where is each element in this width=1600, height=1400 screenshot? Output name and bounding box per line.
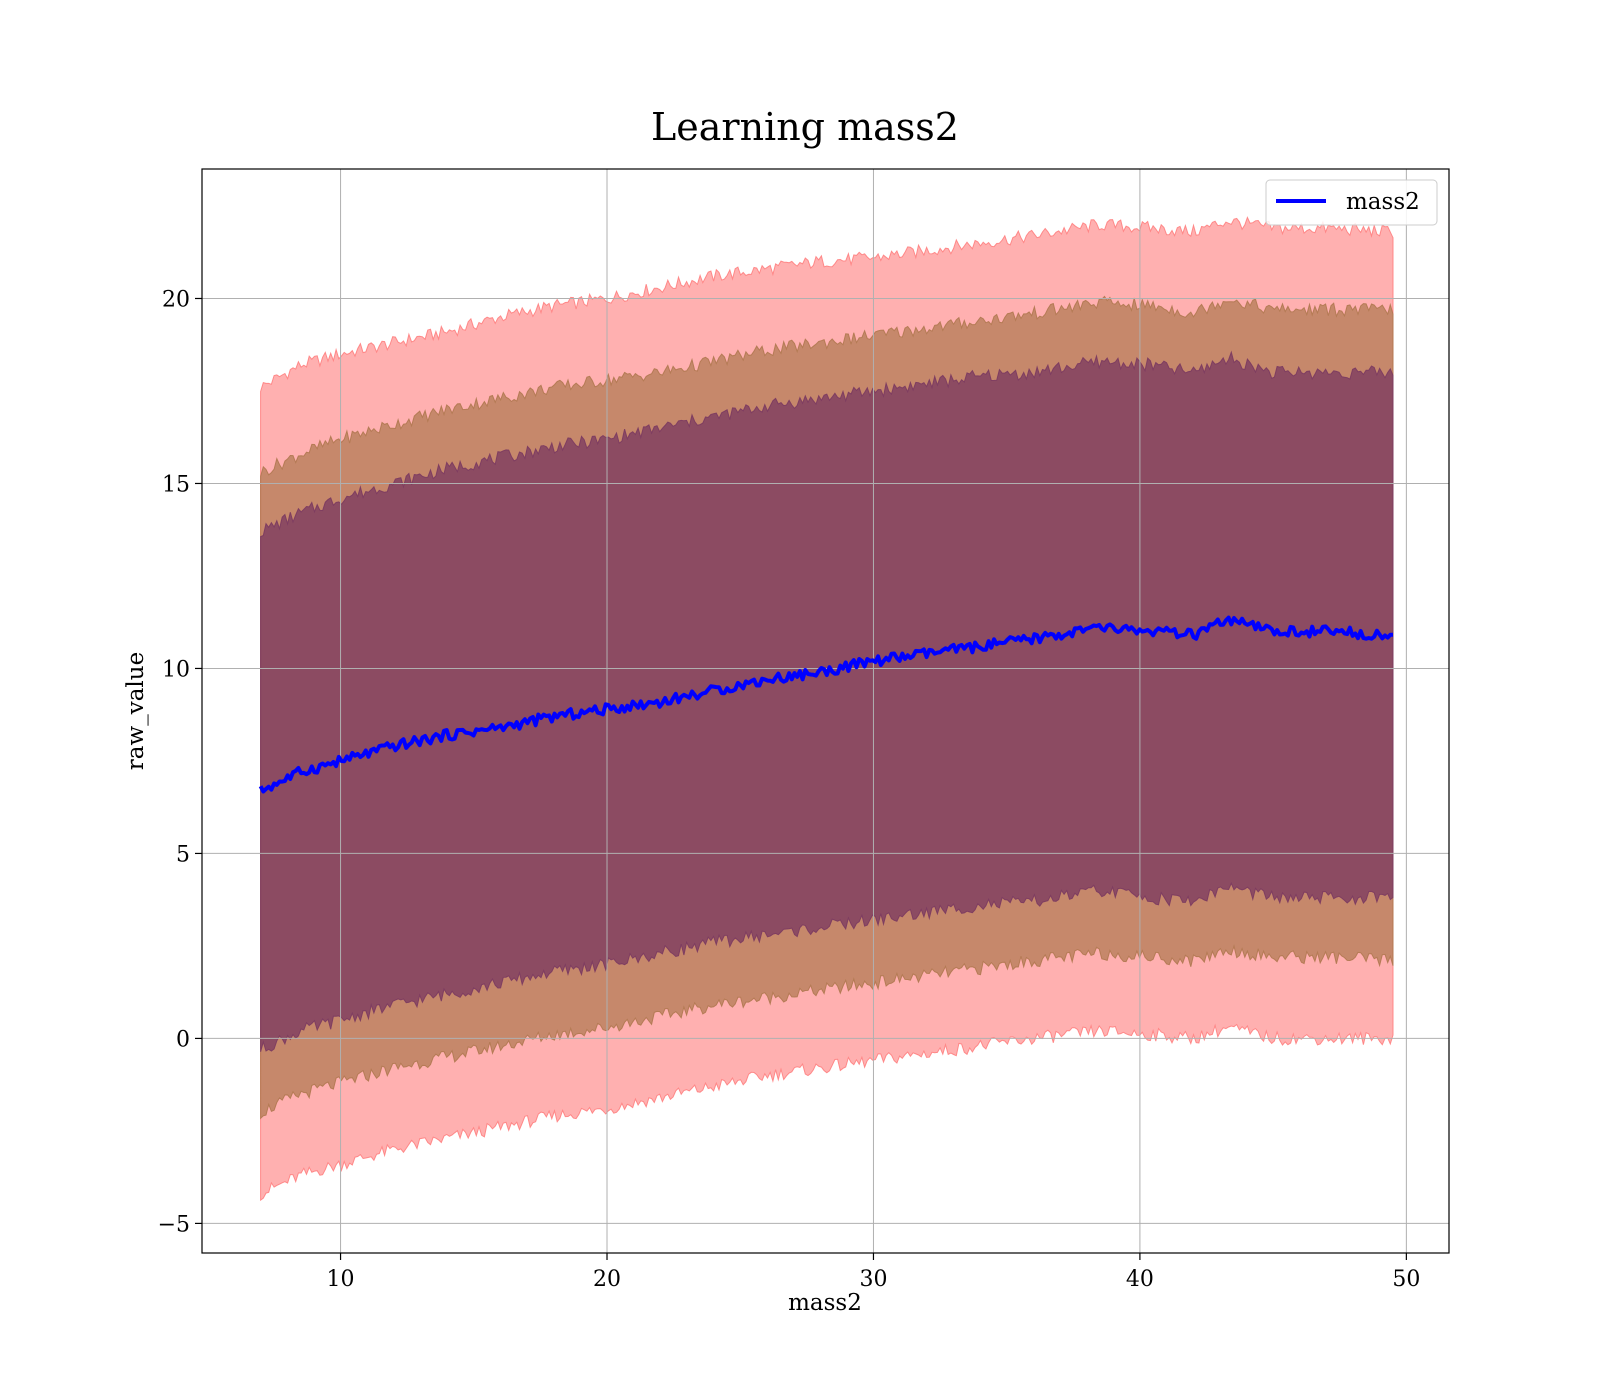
y-tick-label: 0 <box>176 1027 190 1052</box>
x-axis-label: mass2 <box>788 1290 862 1316</box>
y-tick-label: 10 <box>162 657 190 682</box>
x-tick-label: 20 <box>593 1267 621 1292</box>
y-tick-label: −5 <box>158 1212 190 1237</box>
y-axis-label: raw_value <box>123 652 149 770</box>
x-tick-label: 30 <box>859 1267 887 1292</box>
x-tick-label: 50 <box>1392 1267 1420 1292</box>
mean-line-layer <box>258 615 1393 794</box>
x-tick-label: 10 <box>327 1267 355 1292</box>
legend-box <box>1265 179 1438 226</box>
axis-ticks: 10 20 30 40 50 −5 0 5 10 15 20 <box>158 287 1421 1292</box>
x-tick-label: 40 <box>1126 1267 1154 1292</box>
series-line-mass2 <box>258 615 1393 794</box>
plot-frame <box>201 168 1450 1254</box>
confidence-bands <box>260 216 1394 1202</box>
y-tick-label: 20 <box>162 287 190 312</box>
legend-label-mass2: mass2 <box>1346 189 1420 215</box>
chart-title: Learning mass2 <box>651 105 959 149</box>
y-tick-label: 15 <box>162 472 190 497</box>
y-tick-label: 5 <box>176 842 190 867</box>
band-inner <box>260 350 1394 1052</box>
legend: mass2 <box>1265 179 1438 226</box>
